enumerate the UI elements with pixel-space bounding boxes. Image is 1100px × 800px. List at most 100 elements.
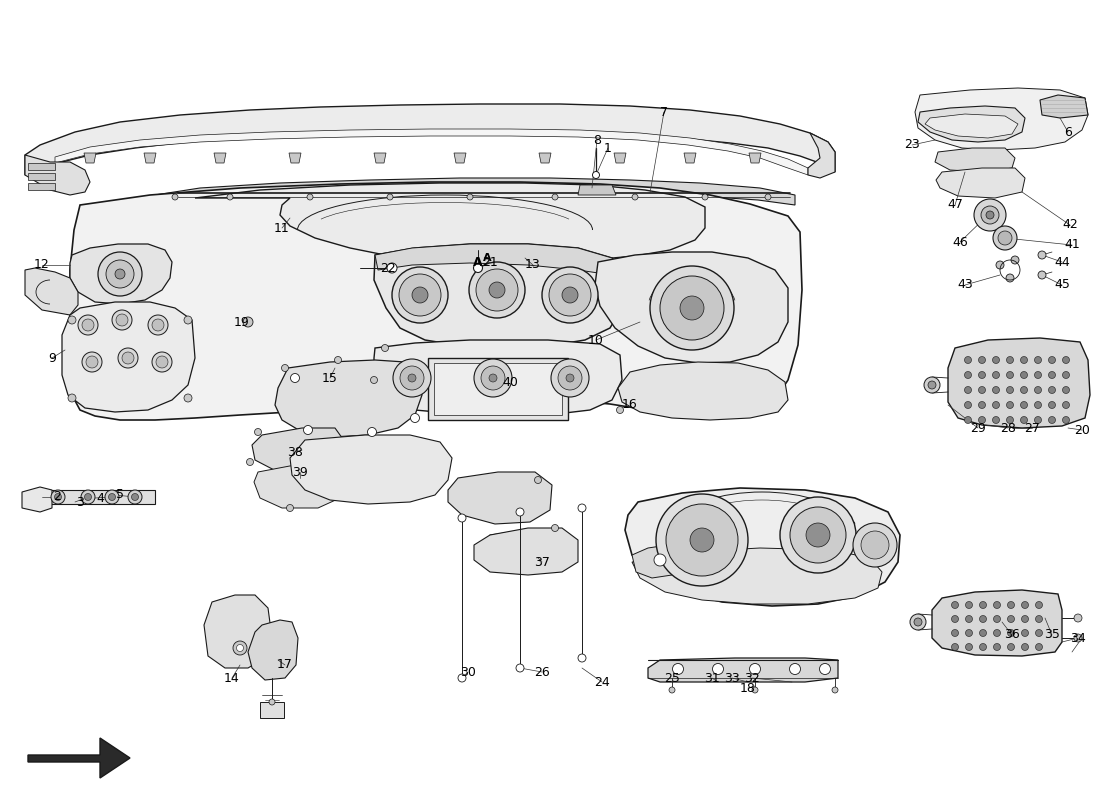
- Circle shape: [1008, 615, 1014, 622]
- Circle shape: [578, 504, 586, 512]
- Text: 23: 23: [904, 138, 920, 151]
- Circle shape: [979, 643, 987, 650]
- Text: 1: 1: [604, 142, 612, 154]
- Text: 46: 46: [953, 235, 968, 249]
- Polygon shape: [915, 88, 1088, 150]
- Polygon shape: [28, 738, 130, 778]
- Circle shape: [1006, 357, 1013, 363]
- Text: 33: 33: [724, 671, 740, 685]
- Polygon shape: [214, 153, 225, 163]
- Polygon shape: [625, 488, 900, 606]
- Circle shape: [51, 490, 65, 504]
- Circle shape: [669, 687, 675, 693]
- Circle shape: [1048, 386, 1056, 394]
- Circle shape: [974, 199, 1006, 231]
- Circle shape: [764, 194, 771, 200]
- Text: 44: 44: [1054, 255, 1070, 269]
- Circle shape: [233, 641, 248, 655]
- Polygon shape: [808, 133, 835, 178]
- Polygon shape: [275, 360, 422, 437]
- Circle shape: [1074, 614, 1082, 622]
- Circle shape: [672, 663, 683, 674]
- Circle shape: [469, 262, 525, 318]
- Circle shape: [1021, 371, 1027, 378]
- Circle shape: [286, 505, 294, 511]
- Polygon shape: [936, 168, 1025, 198]
- Circle shape: [914, 618, 922, 626]
- Circle shape: [55, 494, 62, 501]
- Circle shape: [392, 267, 448, 323]
- Circle shape: [616, 406, 624, 414]
- Polygon shape: [28, 173, 55, 180]
- Polygon shape: [28, 163, 55, 170]
- Circle shape: [86, 356, 98, 368]
- Text: 29: 29: [970, 422, 986, 434]
- Circle shape: [993, 630, 1001, 637]
- Text: 7: 7: [660, 106, 668, 118]
- Polygon shape: [260, 702, 284, 718]
- Circle shape: [666, 504, 738, 576]
- Circle shape: [481, 366, 505, 390]
- Text: 5: 5: [116, 489, 124, 502]
- Circle shape: [1022, 643, 1028, 650]
- Circle shape: [1021, 386, 1027, 394]
- Circle shape: [1034, 417, 1042, 423]
- Circle shape: [1008, 602, 1014, 609]
- Circle shape: [82, 352, 102, 372]
- Text: 11: 11: [274, 222, 290, 234]
- Text: 28: 28: [1000, 422, 1016, 434]
- Circle shape: [1035, 602, 1043, 609]
- Circle shape: [184, 316, 192, 324]
- Circle shape: [690, 528, 714, 552]
- Text: 35: 35: [1044, 629, 1060, 642]
- Circle shape: [410, 414, 419, 422]
- Circle shape: [304, 426, 312, 434]
- Polygon shape: [632, 545, 682, 578]
- Polygon shape: [474, 528, 578, 575]
- Circle shape: [566, 374, 574, 382]
- Circle shape: [981, 206, 999, 224]
- Circle shape: [246, 458, 253, 466]
- Polygon shape: [25, 268, 78, 315]
- Polygon shape: [25, 104, 835, 175]
- Polygon shape: [578, 185, 616, 195]
- Circle shape: [473, 263, 483, 273]
- Polygon shape: [749, 153, 761, 163]
- Circle shape: [656, 494, 748, 586]
- Circle shape: [490, 374, 497, 382]
- Circle shape: [516, 508, 524, 516]
- Circle shape: [650, 266, 734, 350]
- Polygon shape: [1040, 95, 1088, 118]
- Polygon shape: [28, 183, 55, 190]
- Text: 41: 41: [1064, 238, 1080, 251]
- Polygon shape: [434, 363, 562, 415]
- Circle shape: [104, 490, 119, 504]
- Circle shape: [122, 352, 134, 364]
- Polygon shape: [144, 153, 156, 163]
- Circle shape: [1063, 371, 1069, 378]
- Polygon shape: [374, 153, 386, 163]
- Circle shape: [979, 417, 986, 423]
- Circle shape: [966, 643, 972, 650]
- Circle shape: [965, 402, 971, 409]
- Polygon shape: [22, 487, 52, 512]
- Circle shape: [458, 514, 466, 522]
- Circle shape: [1038, 251, 1046, 259]
- Text: 45: 45: [1054, 278, 1070, 291]
- Circle shape: [966, 615, 972, 622]
- Polygon shape: [62, 302, 195, 412]
- Circle shape: [552, 194, 558, 200]
- Circle shape: [979, 402, 986, 409]
- Circle shape: [400, 366, 424, 390]
- Polygon shape: [204, 595, 272, 668]
- Circle shape: [243, 317, 253, 327]
- Text: 38: 38: [287, 446, 303, 458]
- Circle shape: [965, 357, 971, 363]
- Text: 30: 30: [460, 666, 476, 678]
- Circle shape: [98, 252, 142, 296]
- Circle shape: [535, 477, 541, 483]
- Polygon shape: [648, 658, 838, 682]
- Circle shape: [1063, 417, 1069, 423]
- Circle shape: [578, 654, 586, 662]
- Polygon shape: [25, 155, 90, 195]
